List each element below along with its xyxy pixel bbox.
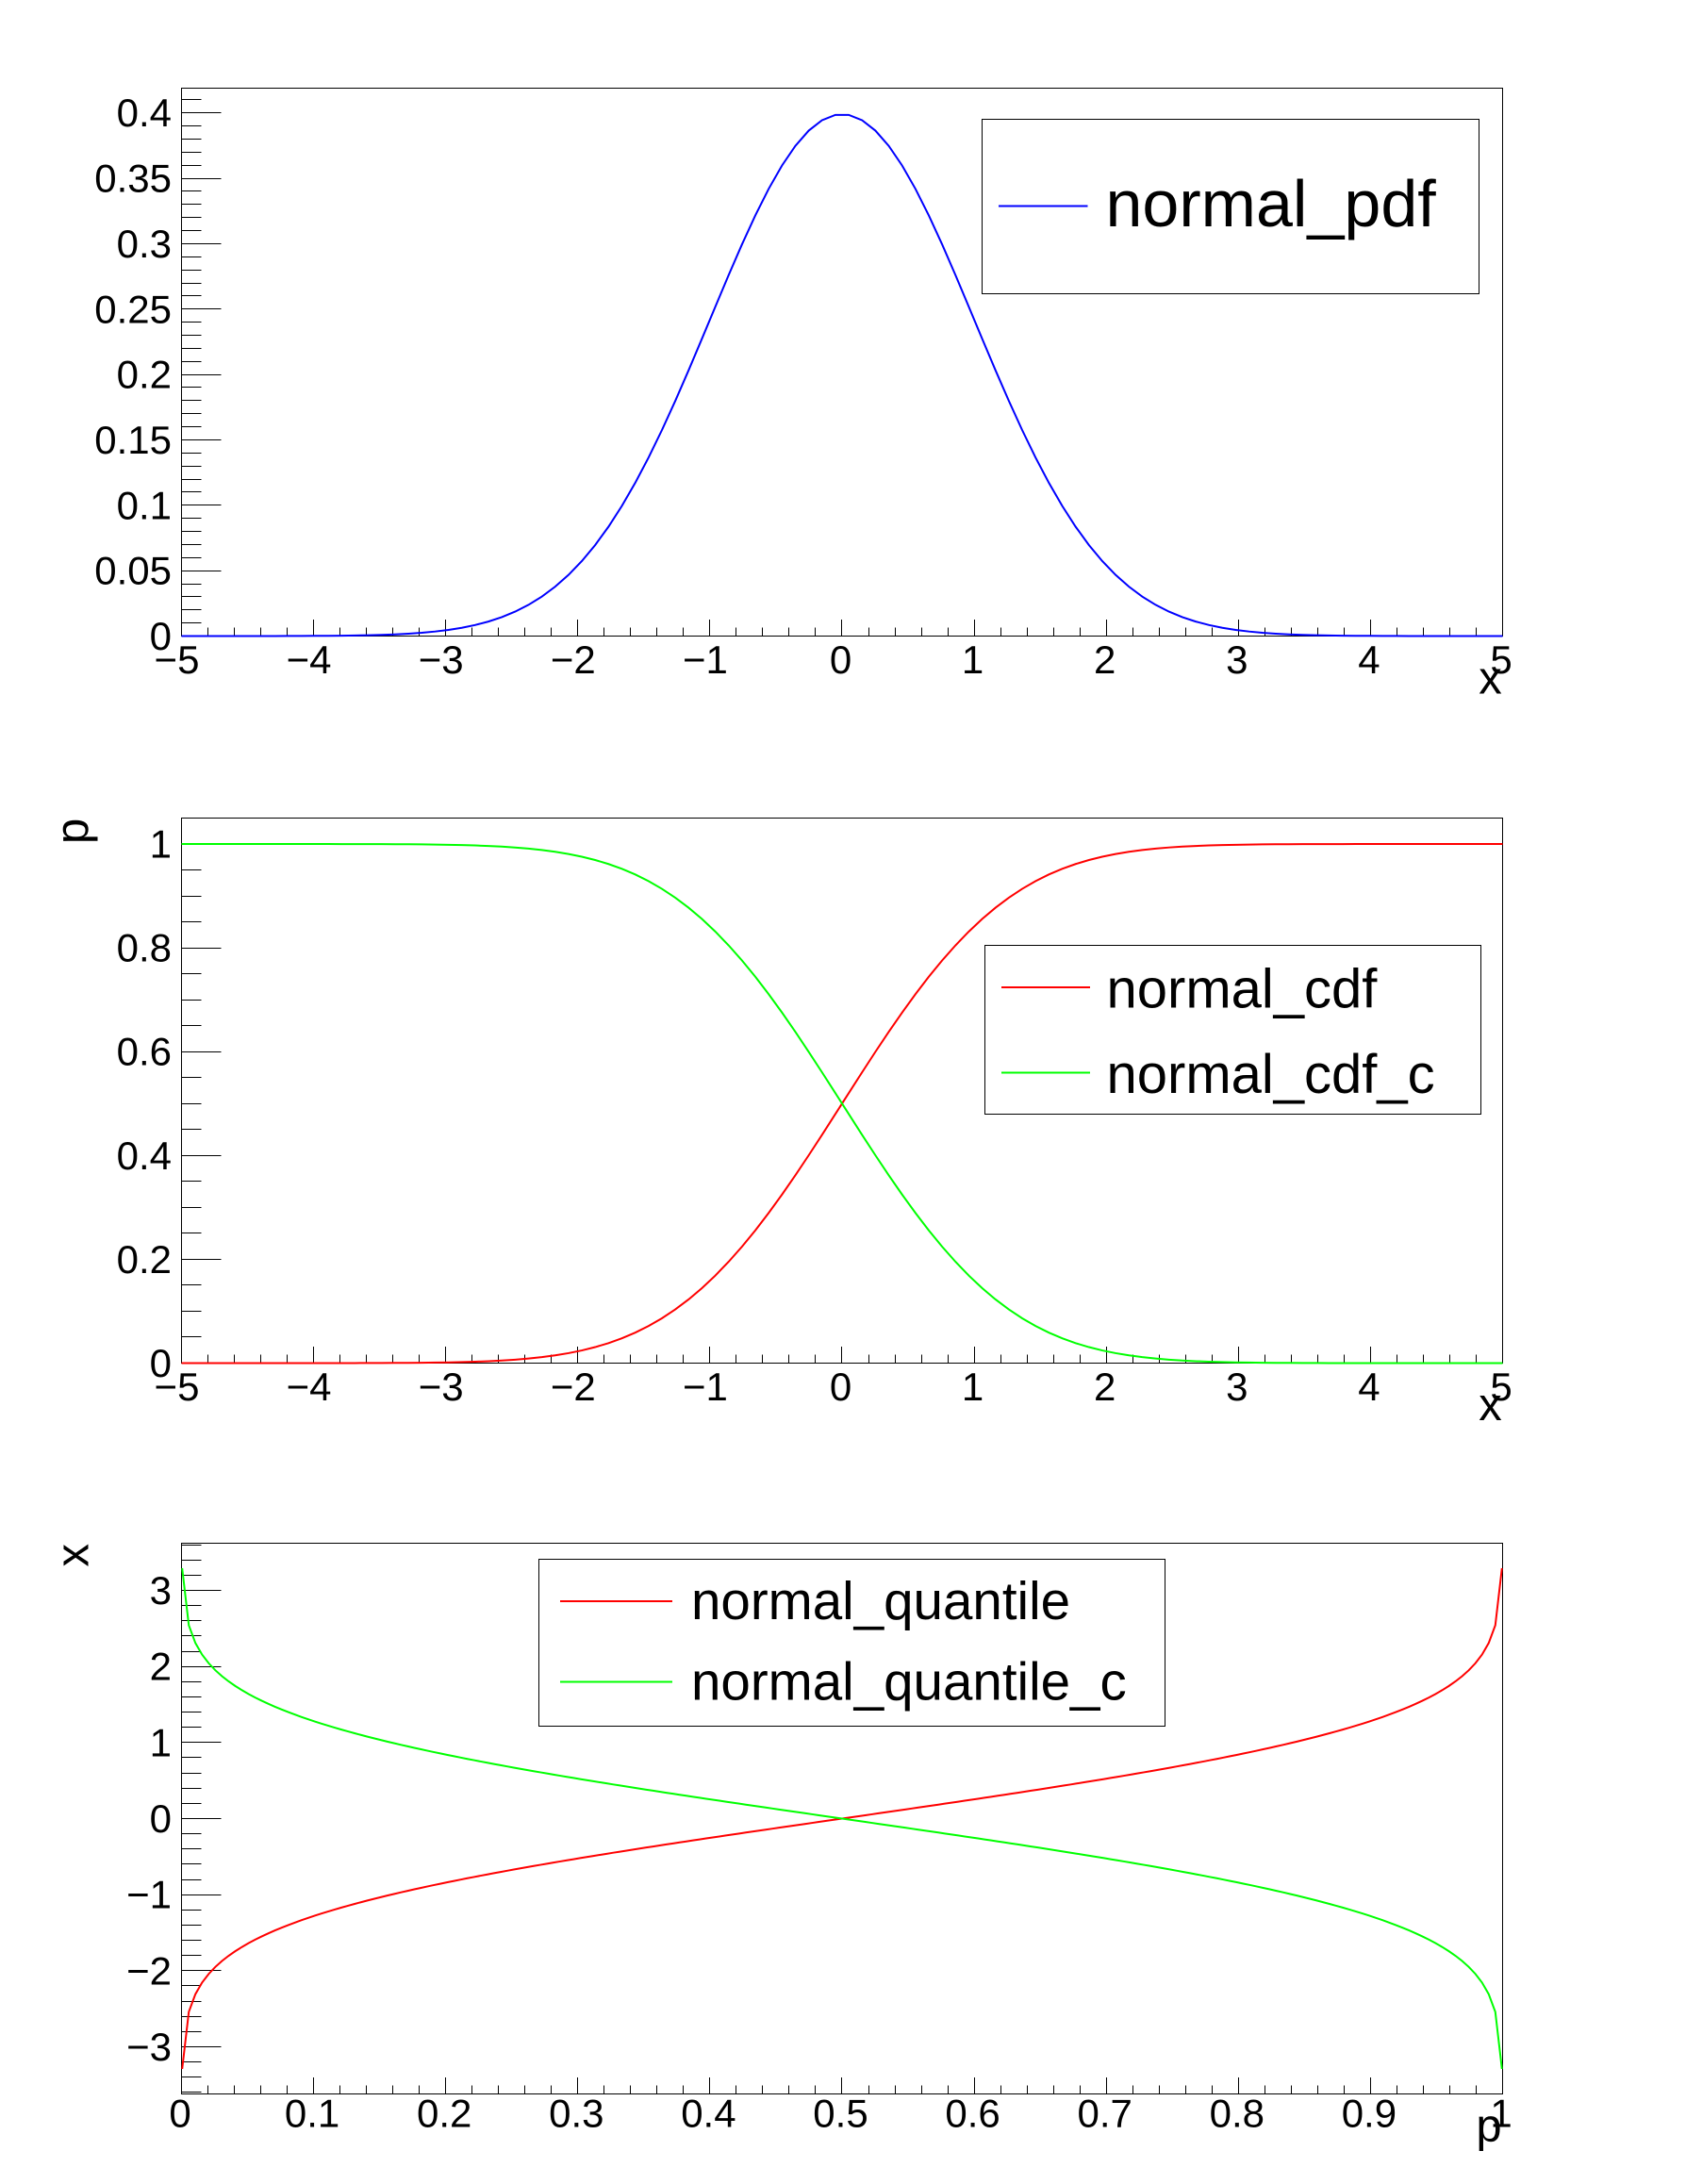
- svg-text:normal_quantile: normal_quantile: [691, 1571, 1070, 1630]
- svg-text:0.05: 0.05: [94, 549, 172, 593]
- svg-text:4: 4: [1358, 637, 1380, 682]
- svg-text:p: p: [48, 819, 99, 844]
- svg-text:0.1: 0.1: [117, 483, 172, 527]
- svg-text:−4: −4: [287, 1365, 332, 1409]
- svg-text:normal_quantile_c: normal_quantile_c: [691, 1652, 1127, 1712]
- svg-text:0.4: 0.4: [681, 2092, 736, 2136]
- svg-text:0.15: 0.15: [94, 418, 172, 462]
- svg-text:5: 5: [1490, 637, 1512, 682]
- svg-text:0.7: 0.7: [1078, 2092, 1132, 2136]
- svg-text:0.5: 0.5: [813, 2092, 868, 2136]
- svg-text:−4: −4: [287, 637, 332, 682]
- svg-text:5: 5: [1490, 1365, 1512, 1409]
- svg-text:3: 3: [150, 1568, 172, 1613]
- svg-text:−3: −3: [419, 1365, 464, 1409]
- svg-text:4: 4: [1358, 1365, 1380, 1409]
- svg-text:−1: −1: [126, 1873, 172, 1917]
- svg-text:1: 1: [962, 637, 984, 682]
- svg-text:3: 3: [1226, 637, 1248, 682]
- svg-text:x: x: [48, 1544, 99, 1567]
- svg-text:0.2: 0.2: [117, 353, 172, 397]
- svg-text:1: 1: [962, 1365, 984, 1409]
- svg-text:0: 0: [830, 637, 851, 682]
- svg-text:0.8: 0.8: [1210, 2092, 1264, 2136]
- svg-text:−2: −2: [126, 1948, 172, 1993]
- svg-text:−1: −1: [683, 1365, 728, 1409]
- svg-text:normal_cdf_c: normal_cdf_c: [1107, 1044, 1435, 1105]
- svg-text:normal_pdf: normal_pdf: [1106, 167, 1437, 240]
- svg-text:0.25: 0.25: [94, 287, 172, 331]
- svg-text:2: 2: [150, 1645, 172, 1689]
- svg-text:2: 2: [1094, 637, 1116, 682]
- svg-text:1: 1: [150, 822, 172, 867]
- svg-text:0.2: 0.2: [417, 2092, 471, 2136]
- svg-text:0.6: 0.6: [945, 2092, 1000, 2136]
- svg-text:0.9: 0.9: [1342, 2092, 1397, 2136]
- svg-text:−1: −1: [683, 637, 728, 682]
- svg-text:0: 0: [150, 1341, 172, 1385]
- svg-text:0: 0: [150, 614, 172, 658]
- svg-text:1: 1: [150, 1720, 172, 1764]
- svg-text:−2: −2: [551, 637, 596, 682]
- svg-text:−5: −5: [155, 1365, 200, 1409]
- svg-text:−2: −2: [551, 1365, 596, 1409]
- svg-text:2: 2: [1094, 1365, 1116, 1409]
- svg-text:x: x: [1479, 654, 1502, 704]
- svg-text:0.6: 0.6: [117, 1030, 172, 1074]
- svg-text:0.1: 0.1: [285, 2092, 339, 2136]
- svg-text:0.4: 0.4: [117, 1133, 172, 1178]
- svg-text:0.8: 0.8: [117, 926, 172, 970]
- svg-text:0.4: 0.4: [117, 91, 172, 135]
- svg-text:3: 3: [1226, 1365, 1248, 1409]
- svg-text:0: 0: [169, 2092, 190, 2136]
- svg-text:p: p: [1476, 2101, 1501, 2152]
- svg-text:0.35: 0.35: [94, 157, 172, 201]
- svg-text:x: x: [1479, 1380, 1502, 1431]
- svg-text:−3: −3: [126, 2025, 172, 2069]
- svg-text:0.2: 0.2: [117, 1237, 172, 1282]
- svg-text:0: 0: [150, 1796, 172, 1841]
- svg-text:−3: −3: [419, 637, 464, 682]
- svg-text:0: 0: [830, 1365, 851, 1409]
- svg-text:0.3: 0.3: [117, 222, 172, 266]
- svg-text:−5: −5: [155, 637, 200, 682]
- svg-text:normal_cdf: normal_cdf: [1107, 959, 1379, 1020]
- svg-text:0.3: 0.3: [549, 2092, 603, 2136]
- svg-text:1: 1: [1490, 2092, 1512, 2136]
